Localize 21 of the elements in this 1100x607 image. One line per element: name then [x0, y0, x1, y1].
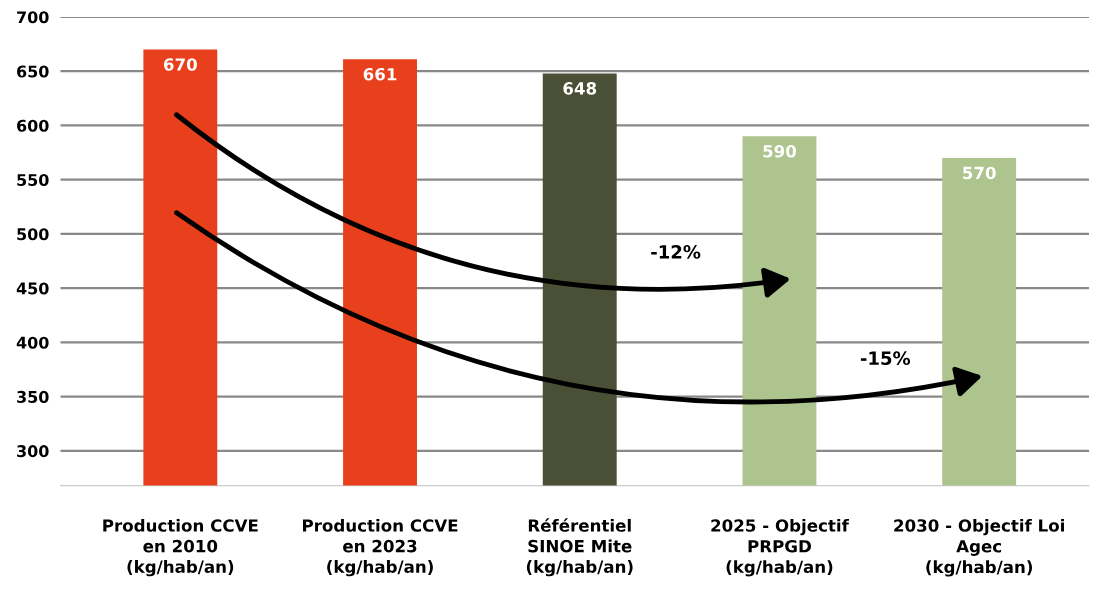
x-tick-label: 2030 - Objectif Loi Agec (kg/hab/an): [894, 518, 1064, 577]
y-tick-label: 500: [17, 228, 49, 241]
x-tick-label: Production CCVE en 2010 (kg/hab/an): [103, 518, 258, 577]
y-tick-label: 400: [16, 336, 49, 349]
y-tick-label: 350: [17, 390, 49, 403]
data-label: 648: [563, 82, 597, 95]
annotation: -15%: [860, 351, 911, 366]
data-label: 590: [763, 144, 797, 158]
y-tick-label: 450: [16, 282, 49, 295]
data-label: 570: [963, 166, 996, 180]
x-tick-label: 2025 - Objectif PRPGD (kg/hab/an): [711, 518, 850, 577]
annotation: -12%: [651, 245, 701, 259]
x-tick-label: Référentiel SINOE Mite (kg/hab/an): [526, 518, 633, 577]
data-label: 661: [363, 67, 397, 81]
data-label: 670: [163, 58, 197, 71]
y-tick-label: 550: [17, 173, 49, 186]
y-tick-label: 600: [17, 119, 49, 132]
y-tick-label: 650: [17, 65, 49, 78]
y-tick-label: 300: [17, 445, 49, 458]
x-tick-label: Production CCVE en 2023 (kg/hab/an): [303, 518, 458, 577]
y-tick-label: 700: [17, 11, 49, 24]
